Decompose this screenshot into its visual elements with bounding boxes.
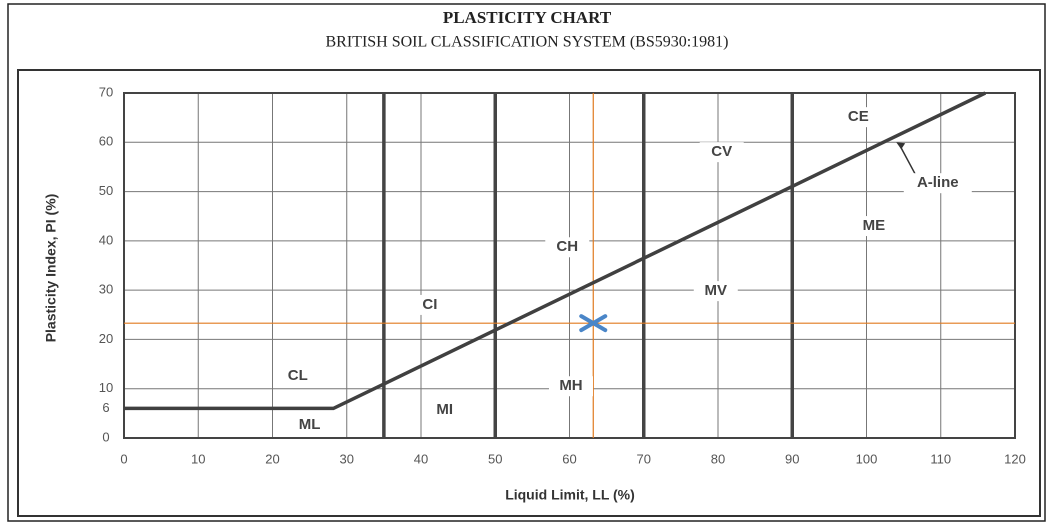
label-bg [851, 216, 896, 237]
label-bg [275, 365, 320, 386]
x-tick-label: 60 [562, 451, 576, 466]
zone-label: MV [705, 282, 728, 299]
x-tick-label: 20 [265, 451, 279, 466]
x-tick-label: 0 [120, 451, 127, 466]
a-line [124, 91, 987, 411]
annotation-arrow [898, 143, 917, 176]
x-tick-label: 80 [711, 451, 725, 466]
outer-frame [7, 3, 1046, 522]
x-tick-label: 30 [340, 451, 354, 466]
x-tick-label: 10 [191, 451, 205, 466]
y-tick-label: 60 [99, 134, 113, 149]
chart-title: PLASTICITY CHART [443, 8, 612, 27]
x-tick-label: 40 [414, 451, 428, 466]
zone-label: MH [559, 377, 582, 394]
zone-label: ML [299, 416, 321, 433]
zone-label: MI [436, 401, 453, 418]
y-tick-label: 6 [102, 400, 109, 415]
x-tick-label: 50 [488, 451, 502, 466]
y-tick-label: 30 [99, 282, 113, 297]
plot-border [123, 92, 1016, 439]
zone-label: CL [288, 367, 308, 384]
y-tick-label: 0 [102, 429, 109, 444]
label-bg [836, 107, 881, 128]
y-tick-label: 20 [99, 331, 113, 346]
y-axis-label: Plasticity Index, PI (%) [43, 194, 59, 343]
y-tick-label: 70 [99, 84, 113, 99]
annotation: A-line [917, 174, 959, 191]
label-bg [548, 376, 593, 397]
x-tick-label: 100 [856, 451, 878, 466]
arrow-head [896, 142, 906, 150]
x-tick-label: 90 [785, 451, 799, 466]
label-bg [287, 415, 332, 436]
chart-frame [17, 69, 1041, 517]
label-bg [903, 173, 972, 194]
chart-subtitle: BRITISH SOIL CLASSIFICATION SYSTEM (BS59… [326, 34, 729, 51]
x-tick-label: 70 [637, 451, 651, 466]
zone-label: CI [422, 296, 437, 313]
x-tick-label: 110 [930, 451, 951, 466]
x-tick-label: 120 [1004, 451, 1026, 466]
label-bg [422, 399, 467, 420]
y-tick-label: 50 [99, 183, 113, 198]
zone-label: CE [848, 108, 869, 125]
label-bg [699, 142, 744, 163]
label-bg [693, 281, 738, 302]
zone-label: CH [556, 238, 578, 255]
x-axis-label: Liquid Limit, LL (%) [505, 487, 635, 503]
y-tick-label: 10 [99, 380, 113, 395]
label-bg [407, 294, 452, 315]
zone-label: ME [863, 217, 886, 234]
y-tick-label: 40 [99, 232, 113, 247]
zone-label: CV [711, 143, 732, 160]
point-marker [579, 314, 608, 333]
label-bg [545, 237, 590, 258]
